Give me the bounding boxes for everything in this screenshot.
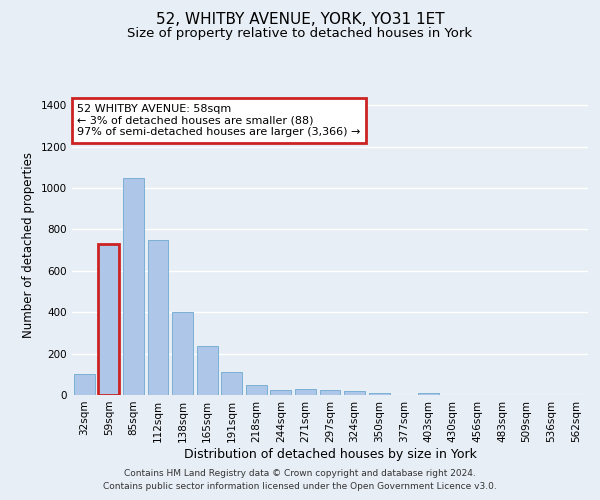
Bar bbox=[197, 346, 218, 395]
Bar bbox=[98, 244, 119, 395]
Bar bbox=[295, 389, 316, 395]
Text: 52 WHITBY AVENUE: 58sqm
← 3% of detached houses are smaller (88)
97% of semi-det: 52 WHITBY AVENUE: 58sqm ← 3% of detached… bbox=[77, 104, 361, 137]
Y-axis label: Number of detached properties: Number of detached properties bbox=[22, 152, 35, 338]
Bar bbox=[418, 392, 439, 395]
Bar bbox=[368, 392, 389, 395]
Bar bbox=[148, 240, 169, 395]
Text: Contains public sector information licensed under the Open Government Licence v3: Contains public sector information licen… bbox=[103, 482, 497, 491]
Bar bbox=[271, 390, 292, 395]
Bar bbox=[320, 390, 340, 395]
Bar bbox=[123, 178, 144, 395]
Text: 52, WHITBY AVENUE, YORK, YO31 1ET: 52, WHITBY AVENUE, YORK, YO31 1ET bbox=[155, 12, 445, 28]
X-axis label: Distribution of detached houses by size in York: Distribution of detached houses by size … bbox=[184, 448, 476, 460]
Bar bbox=[74, 374, 95, 395]
Text: Contains HM Land Registry data © Crown copyright and database right 2024.: Contains HM Land Registry data © Crown c… bbox=[124, 468, 476, 477]
Bar bbox=[221, 372, 242, 395]
Bar bbox=[246, 384, 267, 395]
Text: Size of property relative to detached houses in York: Size of property relative to detached ho… bbox=[127, 28, 473, 40]
Bar bbox=[172, 312, 193, 395]
Bar bbox=[344, 391, 365, 395]
